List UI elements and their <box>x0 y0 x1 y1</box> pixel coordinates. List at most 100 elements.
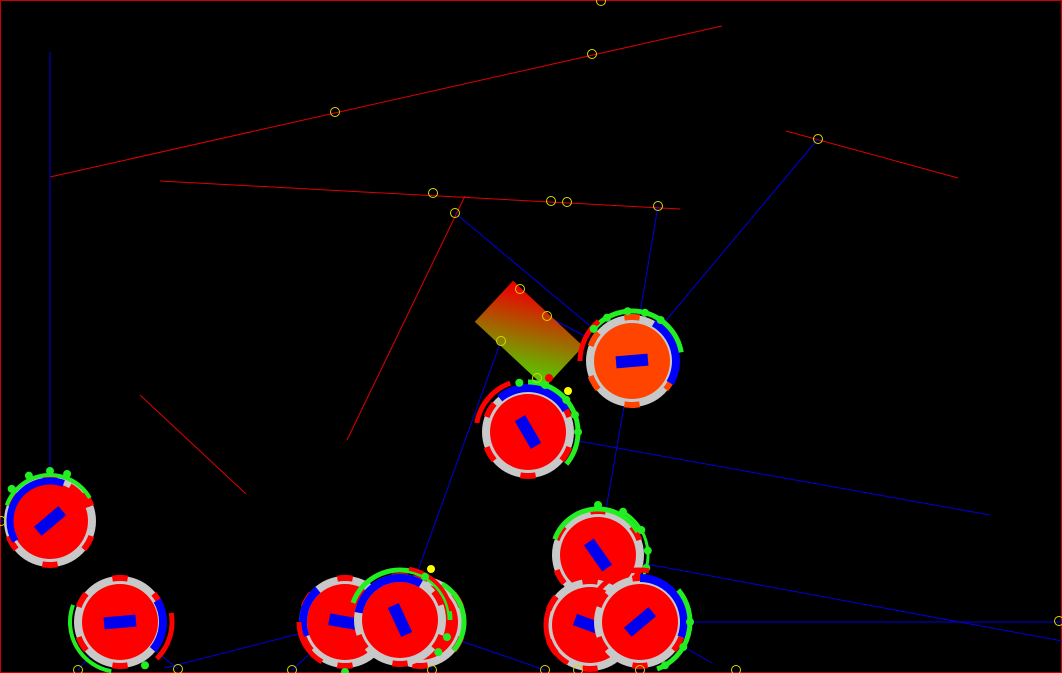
robot-ring-notch <box>623 401 641 408</box>
robot-contact-dot <box>515 378 524 387</box>
robot-sensor-arc <box>577 319 601 362</box>
robot-contact-dot <box>24 471 33 480</box>
sensor-hit-marker <box>73 665 83 673</box>
robot-ring-notch <box>581 578 599 585</box>
robot-ring-notch <box>336 662 354 669</box>
robot-ring-notch <box>623 314 641 321</box>
robot-sensor-arc <box>588 567 650 606</box>
signal-dot <box>427 565 435 573</box>
robot-ring-notch <box>431 633 445 651</box>
robot-contact-dot <box>603 313 611 322</box>
robot-contact-dot <box>7 484 16 493</box>
sensor-ray <box>527 431 991 516</box>
robot-contact-dot <box>541 381 550 390</box>
robot-contact-dot <box>434 648 443 657</box>
wall <box>346 195 466 441</box>
robot-contact-dot <box>562 395 571 404</box>
robot-contact-dot <box>63 470 72 479</box>
robot-sensor-arc <box>552 506 641 541</box>
robot-contact-dot <box>594 501 602 509</box>
robot[interactable] <box>350 566 454 667</box>
sensor-ray <box>597 554 1062 642</box>
robot-sensor-arc <box>651 319 680 385</box>
robot-heading-marker <box>514 415 542 449</box>
robot-ring-notch <box>336 575 354 582</box>
robot-sensor-arc <box>354 574 423 614</box>
robot-contact-dot <box>686 618 694 626</box>
robot-ring-notch <box>75 635 89 653</box>
robot-contact-dot <box>574 428 582 436</box>
robot-sensor-arc <box>296 621 324 665</box>
sensor-hit-marker <box>427 665 437 673</box>
sensor-hit-marker <box>542 311 552 321</box>
sensor-hit-marker <box>1054 616 1062 626</box>
sensor-hit-marker <box>428 188 438 198</box>
robot-ring-notch <box>587 330 601 348</box>
sensor-hit-marker <box>540 665 550 673</box>
robot-contact-dot <box>421 572 429 581</box>
robot-contact-dot <box>442 633 451 642</box>
robot-contact-dot <box>656 316 665 325</box>
signal-dot <box>545 374 553 382</box>
robot-ring-notch <box>81 534 95 552</box>
robot-heading-marker <box>33 506 67 536</box>
robot-contact-dot <box>619 507 627 516</box>
robot-heading-marker <box>387 602 413 638</box>
sensor-hit-marker <box>587 49 597 59</box>
robot-heading-marker <box>623 607 657 637</box>
robot-sensor-arc <box>68 483 91 509</box>
sensor-hit-marker <box>532 373 542 383</box>
robot-contact-dot <box>589 324 598 333</box>
signal-dot <box>564 387 572 395</box>
robot-sensor-arc <box>497 384 570 413</box>
sensor-hit-marker <box>653 201 663 211</box>
sensor-hit-marker <box>562 197 572 207</box>
robot-ring-notch <box>519 472 537 479</box>
robot-contact-dot <box>679 643 688 651</box>
robot-heading-marker <box>328 613 362 631</box>
robot-heading-marker <box>615 353 649 369</box>
robot-ring-notch <box>553 568 567 586</box>
sensor-hit-marker <box>173 664 183 673</box>
robot-contact-dot <box>141 661 149 670</box>
robot-sensor-arc <box>68 604 112 673</box>
robot-sensor-arc <box>154 612 175 661</box>
robot[interactable] <box>4 467 96 568</box>
sensor-hit-marker <box>450 208 460 218</box>
robot-sensor-arc <box>4 473 92 506</box>
robot[interactable] <box>474 378 582 479</box>
robot-ring-notch <box>411 662 429 669</box>
wall <box>785 130 959 179</box>
robot-contact-dot <box>570 410 579 419</box>
sensor-hit-marker <box>496 336 506 346</box>
robot-ring-notch <box>581 665 599 672</box>
robot-sensor-arc <box>440 581 467 652</box>
robot-ring-notch <box>75 591 89 609</box>
sensor-hit-marker <box>515 284 525 294</box>
robot-ring-notch <box>355 633 369 651</box>
sensor-hit-marker <box>0 516 6 526</box>
target-box[interactable] <box>474 280 584 388</box>
walls <box>49 25 959 495</box>
sensor-hit-marker <box>330 107 340 117</box>
robot[interactable] <box>68 575 175 673</box>
robot[interactable] <box>552 501 652 602</box>
robot-sensor-arc <box>474 380 512 424</box>
sensor-hit-marker <box>287 665 297 673</box>
robot-sensor-arc <box>6 477 65 543</box>
robot-heading-marker <box>103 614 137 630</box>
robot-contact-dot <box>643 546 652 555</box>
robot-contact-dot <box>640 308 649 317</box>
sensor-hit-marker <box>573 665 583 673</box>
robot-sensor-arc <box>543 595 570 666</box>
robot-ring-notch <box>483 401 497 419</box>
wall <box>159 180 681 210</box>
robot-ring-notch <box>595 591 609 609</box>
robot[interactable] <box>577 307 684 408</box>
wall <box>139 394 247 495</box>
robot[interactable] <box>588 567 694 672</box>
robot-ring-notch <box>41 474 59 481</box>
